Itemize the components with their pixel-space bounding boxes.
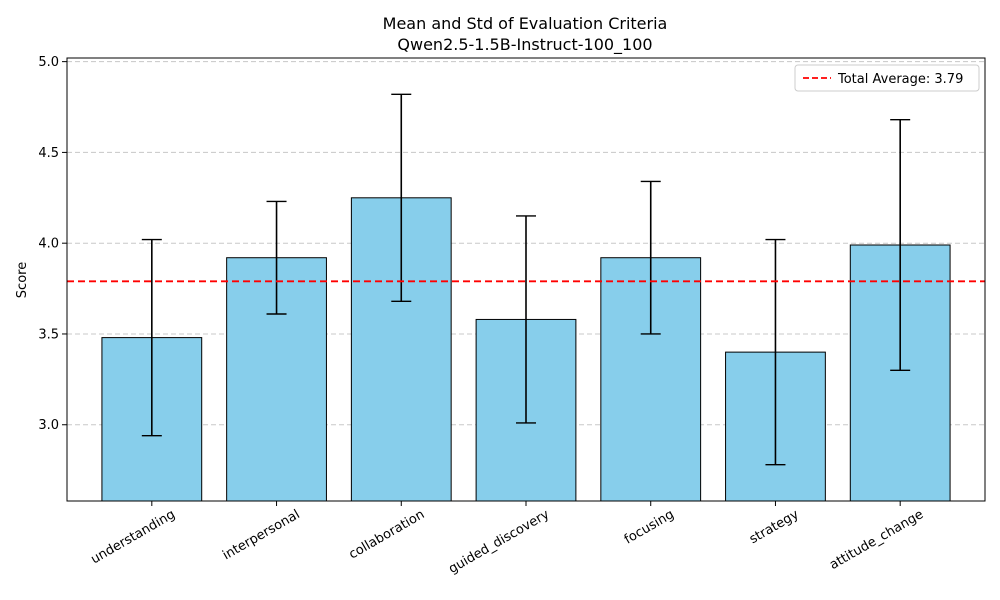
chart-subtitle: Qwen2.5-1.5B-Instruct-100_100 xyxy=(397,35,652,55)
x-tick-label: attitude_change xyxy=(827,507,926,573)
x-ticks-layer: understanding interpersonal collaboration g… xyxy=(89,501,926,577)
error-bars-layer xyxy=(141,93,911,466)
y-tick-label: 4.0 xyxy=(38,237,59,252)
y-ticks-layer: 3.0 3.5 4.0 4.5 5.0 xyxy=(38,55,67,433)
y-axis-label: Score xyxy=(15,262,30,298)
legend: Total Average: 3.79 xyxy=(794,64,980,92)
y-tick-label: 3.5 xyxy=(38,327,59,342)
x-tick-label: interpersonal xyxy=(220,507,302,563)
x-tick-label: understanding xyxy=(89,507,178,567)
y-tick-label: 4.5 xyxy=(38,146,59,161)
x-tick-label: focusing xyxy=(622,507,677,547)
y-tick-label: 5.0 xyxy=(38,55,59,70)
legend-label: Total Average: 3.79 xyxy=(837,72,963,87)
legend-box xyxy=(794,64,980,92)
x-tick-label: collaboration xyxy=(346,507,427,562)
bars-layer xyxy=(101,197,951,502)
bar-interpersonal xyxy=(226,257,327,502)
y-tick-label: 3.0 xyxy=(38,418,59,433)
x-tick-label: strategy xyxy=(747,507,802,547)
x-tick-label: guided_discovery xyxy=(446,507,552,577)
chart-title: Mean and Std of Evaluation Criteria xyxy=(383,14,668,33)
